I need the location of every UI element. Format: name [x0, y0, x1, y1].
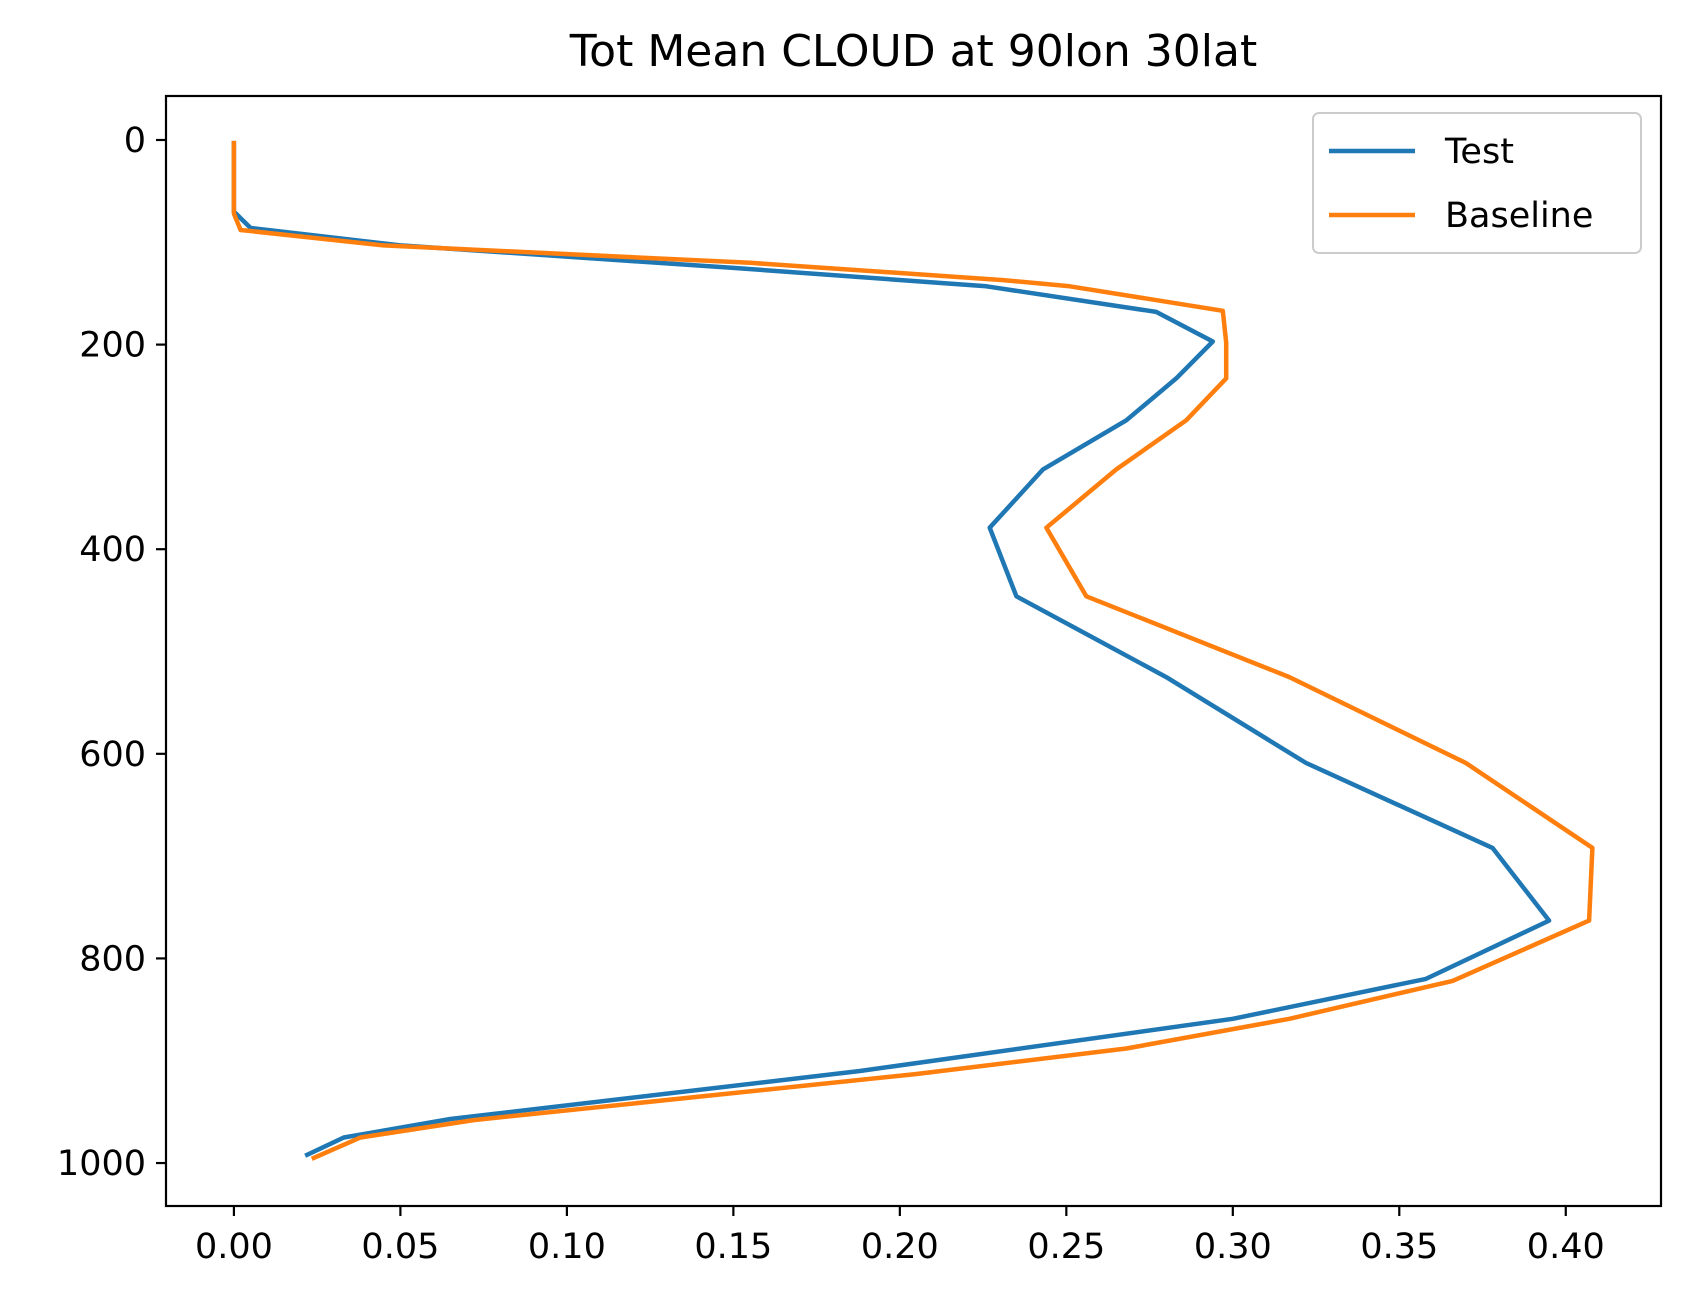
series-line-baseline [231, 140, 1595, 1161]
x-tick-label: 0.00 [195, 1227, 273, 1267]
y-tick-label: 1000 [57, 1144, 146, 1184]
x-tick-label: 0.20 [861, 1227, 939, 1267]
y-axis: 0 200 400 600 800 1000 [57, 121, 166, 1184]
x-tick-label: 0.30 [1194, 1227, 1272, 1267]
x-tick-label: 0.05 [361, 1227, 439, 1267]
series-lines [231, 140, 1595, 1161]
legend: Test Baseline [1312, 112, 1642, 254]
y-tick-label: 800 [79, 939, 146, 979]
y-tick-label: 0 [124, 121, 146, 161]
y-tick-label: 600 [79, 735, 146, 775]
y-tick-label: 400 [79, 530, 146, 570]
x-tick-label: 0.25 [1027, 1227, 1105, 1267]
legend-box [1312, 112, 1642, 254]
plot-area-frame [164, 94, 1663, 1208]
x-tick-label: 0.10 [528, 1227, 606, 1267]
x-tick-label: 0.15 [694, 1227, 772, 1267]
legend-label-test: Test [1444, 132, 1514, 172]
y-tick-label: 200 [79, 326, 146, 366]
x-tick-label: 0.40 [1527, 1227, 1605, 1267]
x-axis: 0.00 0.05 0.10 0.15 0.20 0.25 0.30 0.35 0.40 [195, 1206, 1605, 1267]
x-tick-label: 0.35 [1360, 1227, 1438, 1267]
chart-title: Tot Mean CLOUD at 90lon 30lat [569, 26, 1257, 77]
legend-label-baseline: Baseline [1445, 196, 1593, 236]
